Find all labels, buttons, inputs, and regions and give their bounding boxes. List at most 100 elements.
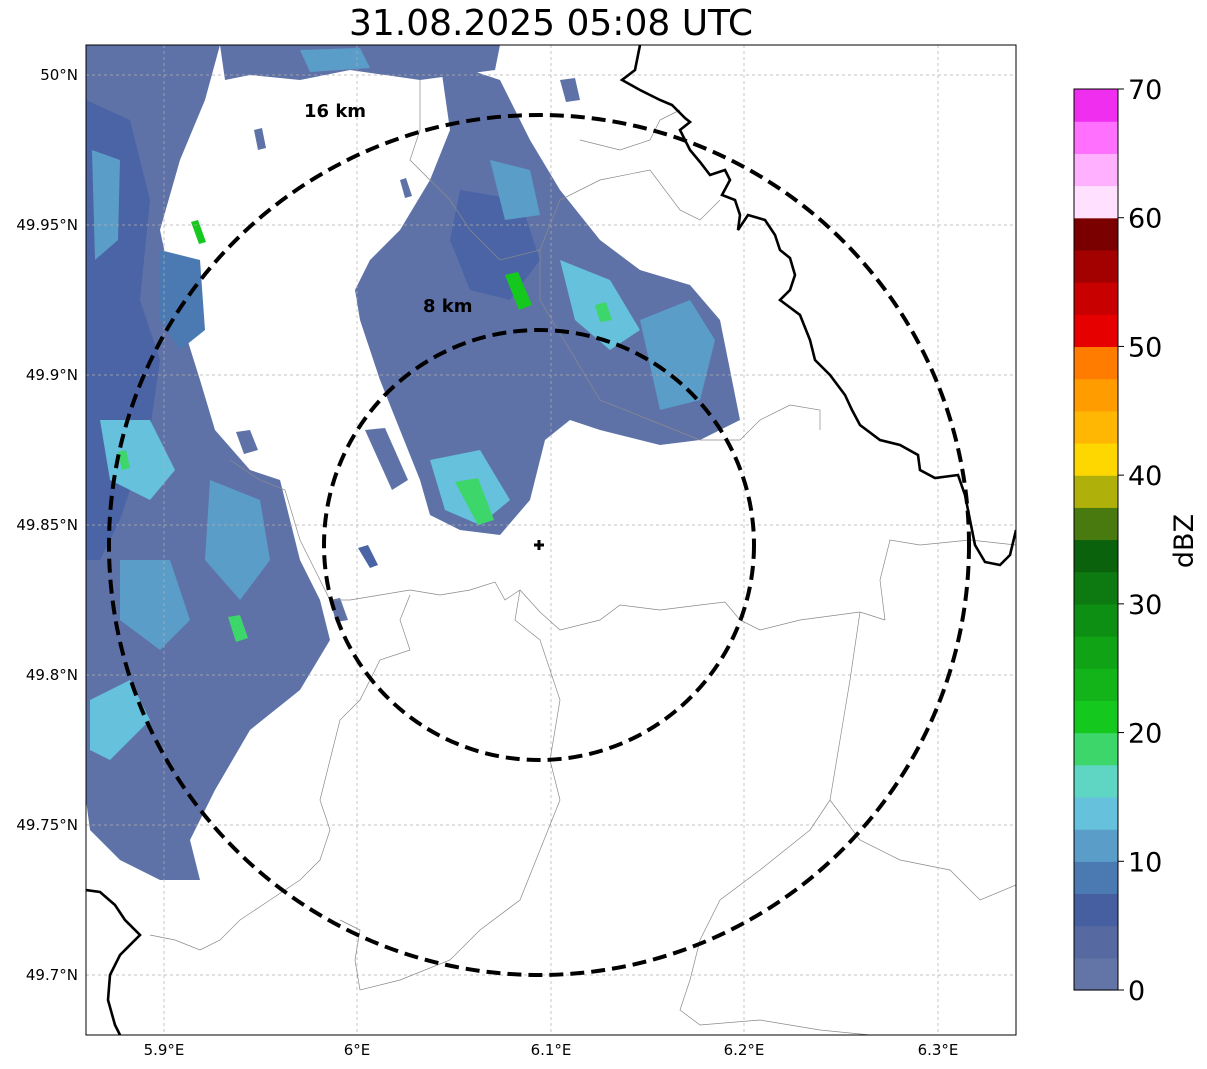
echo-fragment-3 [236, 430, 258, 454]
echo-central-core-5 [640, 300, 715, 410]
colorbar-frame [1073, 88, 1119, 991]
colorbar-tick-label: 40 [1128, 461, 1162, 492]
colorbar-tick-label: 50 [1128, 332, 1162, 363]
map-area: 16 km 8 km [86, 45, 1016, 1035]
colorbar-segment [1074, 636, 1118, 669]
colorbar-segment [1074, 732, 1118, 766]
echo-west-core-7 [205, 480, 270, 600]
colorbar-segment [1074, 764, 1118, 798]
colorbar-segment [1074, 217, 1118, 251]
lat-label-49-80: 49.8°N [26, 666, 78, 684]
lon-label-6-3: 6.3°E [918, 1041, 959, 1059]
radar-site-marker [534, 540, 544, 550]
echo-central-core-3 [490, 160, 540, 220]
admin-boundaries [149, 80, 1016, 1035]
echo-fragment-2 [358, 545, 378, 568]
colorbar-segment [1074, 893, 1118, 927]
boundary-line-5 [879, 539, 1016, 621]
colorbar-tick-label: 70 [1128, 75, 1162, 106]
echo-fragment-6 [400, 178, 412, 198]
colorbar-segment [1074, 346, 1118, 380]
echo-west-band [86, 45, 330, 880]
boundary-line-2 [149, 594, 411, 951]
lat-label-50-00: 50°N [40, 66, 78, 84]
range-ring-label-16km: 16 km [304, 101, 366, 122]
colorbar-segments [1074, 89, 1118, 991]
boundary-line-3 [339, 589, 561, 991]
colorbar-tick-label: 20 [1128, 719, 1162, 750]
colorbar-segment [1074, 89, 1118, 122]
colorbar-tick-label: 10 [1128, 847, 1162, 878]
colorbar-segment [1074, 603, 1118, 637]
lat-label-49-75: 49.75°N [16, 816, 78, 834]
echo-fragment-4 [330, 598, 348, 622]
border-east [619, 45, 1016, 567]
boundary-line-7 [679, 799, 871, 1035]
lon-label-6-2: 6.2°E [724, 1041, 765, 1059]
echo-central-green-1 [505, 272, 532, 310]
echo-west-green-3 [118, 450, 130, 470]
lat-label-49-85: 49.85°N [16, 516, 78, 534]
echo-west-green-2 [191, 220, 206, 244]
echo-north-strip-core [300, 48, 370, 72]
colorbar-segment [1074, 153, 1118, 187]
colorbar-segment [1074, 410, 1118, 444]
echo-central-green-3 [595, 302, 612, 322]
colorbar-segment [1074, 861, 1118, 895]
range-ring-16km [107, 113, 971, 977]
colorbar-tick-label: 30 [1128, 590, 1162, 621]
colorbar-tick-label: 0 [1128, 976, 1145, 1007]
range-rings [107, 113, 971, 977]
lon-label-6-1: 6.1°E [531, 1041, 572, 1059]
boundary-line-6 [829, 611, 1016, 901]
range-ring-label-8km: 8 km [423, 296, 473, 317]
colorbar-segment [1074, 539, 1118, 573]
latitude-labels: 50°N 49.95°N 49.9°N 49.85°N 49.8°N 49.75… [16, 66, 78, 984]
colorbar-segment [1074, 957, 1118, 991]
echo-central-green-2 [455, 478, 494, 525]
boundary-line-4 [739, 404, 821, 441]
colorbar-segment [1074, 282, 1118, 315]
echo-west-green-1 [228, 615, 248, 642]
boundary-line-1 [229, 459, 886, 631]
graticule [86, 45, 1016, 1035]
colorbar: 0 10 20 30 40 50 60 70 dBZ [1073, 75, 1200, 1007]
longitude-labels: 5.9°E 6°E 6.1°E 6.2°E 6.3°E [144, 1041, 959, 1059]
echo-central-cell [355, 60, 740, 535]
colorbar-segment [1074, 442, 1118, 476]
colorbar-segment [1074, 571, 1118, 605]
colorbar-segment [1074, 925, 1118, 959]
colorbar-segment [1074, 314, 1118, 348]
lon-label-5-9: 5.9°E [144, 1041, 185, 1059]
colorbar-segment [1074, 249, 1118, 283]
boundary-line-9 [539, 250, 740, 441]
colorbar-segment [1074, 507, 1118, 541]
map-frame [85, 44, 1017, 1036]
colorbar-segment [1074, 185, 1118, 219]
reflectivity-echoes [86, 45, 740, 880]
colorbar-segment [1074, 829, 1118, 862]
echo-west-core-4 [120, 560, 190, 650]
border-southwest [86, 888, 142, 1035]
echo-fragment-5 [254, 128, 266, 150]
lat-label-49-95: 49.95°N [16, 216, 78, 234]
range-ring-8km [322, 328, 756, 762]
colorbar-segment [1074, 121, 1118, 154]
echo-fragment-7 [560, 78, 580, 102]
echo-west-core-3 [100, 420, 175, 500]
colorbar-segment [1074, 668, 1118, 701]
lat-label-49-70: 49.7°N [26, 966, 78, 984]
map-title: 31.08.2025 05:08 UTC [348, 3, 754, 44]
colorbar-segment [1074, 796, 1118, 830]
lat-label-49-90: 49.9°N [26, 366, 78, 384]
echo-fragment-1 [365, 428, 408, 490]
boundary-line-10 [579, 109, 681, 151]
colorbar-segment [1074, 475, 1118, 508]
colorbar-tick-label: 60 [1128, 204, 1162, 235]
colorbar-ticks: 0 10 20 30 40 50 60 70 [1118, 75, 1162, 1007]
national-borders [86, 45, 1016, 1035]
echo-west-core-5 [90, 680, 150, 760]
echo-west-core-2 [92, 150, 120, 260]
lon-label-6-0: 6°E [344, 1041, 371, 1059]
